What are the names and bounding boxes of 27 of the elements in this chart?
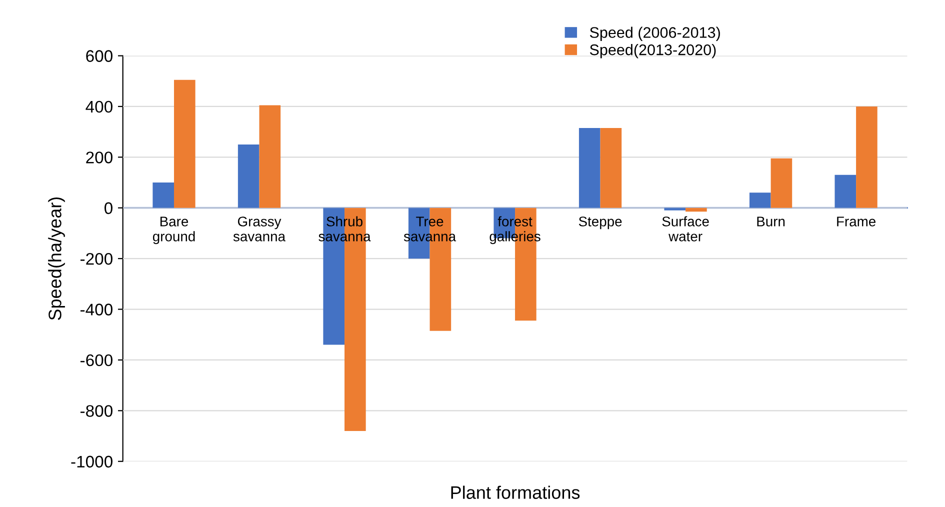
x-tick-label: Burn bbox=[757, 216, 785, 226]
x-axis-title: Plant formations bbox=[451, 486, 580, 499]
bar bbox=[174, 80, 196, 208]
y-tick-label: 400 bbox=[86, 100, 112, 113]
bar bbox=[686, 208, 707, 212]
y-tick-label: 600 bbox=[86, 50, 112, 62]
y-tick-label: -600 bbox=[80, 354, 112, 366]
x-tick-label: Bare ground bbox=[152, 216, 195, 244]
x-tick-label: Grassy savanna bbox=[233, 216, 286, 242]
y-tick-label: -1000 bbox=[71, 456, 112, 468]
bar bbox=[600, 128, 622, 208]
y-tick-label: -200 bbox=[80, 252, 112, 265]
y-tick-label: 200 bbox=[86, 152, 112, 164]
bar bbox=[770, 158, 792, 208]
legend-label: Speed(2013-2020) bbox=[590, 44, 716, 58]
y-axis-title: Speed(ha/year) bbox=[48, 197, 65, 320]
x-tick-label: forest galleries bbox=[490, 216, 540, 244]
y-tick-label: -800 bbox=[80, 405, 112, 417]
bar bbox=[259, 105, 281, 208]
x-tick-label: Surface water bbox=[662, 216, 709, 242]
y-tick-label: -400 bbox=[80, 304, 112, 316]
x-tick-label: Steppe bbox=[578, 216, 622, 230]
legend-label: Speed (2006-2013) bbox=[590, 26, 720, 41]
x-tick-label: Shrub savanna bbox=[318, 216, 371, 242]
x-tick-label: Frame bbox=[837, 216, 876, 226]
bar bbox=[856, 106, 878, 208]
y-tick-label: 0 bbox=[104, 202, 112, 214]
